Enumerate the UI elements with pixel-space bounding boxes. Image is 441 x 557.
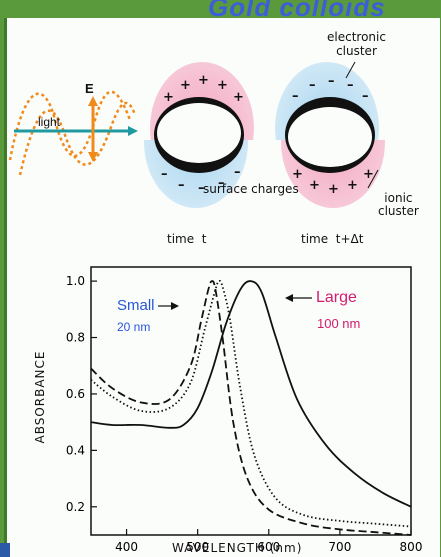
y-ticks: 0.2 0.4 0.6 0.8 1.0 xyxy=(66,274,97,514)
plus-sign: + xyxy=(328,182,339,197)
plus-sign: + xyxy=(217,78,228,93)
y-tick-label: 0.4 xyxy=(66,443,85,457)
corner-accent xyxy=(0,543,10,557)
x-tick-label: 500 xyxy=(186,540,209,554)
light-label: light xyxy=(38,115,61,129)
plus-sign: + xyxy=(163,90,174,105)
absorbance-chart: 0.2 0.4 0.6 0.8 1.0 400 500 600 700 800 xyxy=(66,266,422,554)
particle-time-t-plus-dt xyxy=(275,62,385,208)
x-tick-label: 800 xyxy=(400,540,423,554)
x-tick-label: 400 xyxy=(115,540,138,554)
particle-core-left xyxy=(157,103,241,163)
minus-sign: – xyxy=(328,74,335,89)
y-tick-label: 0.6 xyxy=(66,387,85,401)
minus-sign: – xyxy=(234,165,241,180)
electronic-pointer-line xyxy=(345,61,356,79)
plus-sign: + xyxy=(309,178,320,193)
plus-sign: + xyxy=(198,73,209,88)
minus-sign: – xyxy=(218,176,225,191)
series-line-solid xyxy=(90,280,412,508)
plus-sign: + xyxy=(363,167,374,182)
large-arrowhead xyxy=(285,294,293,302)
wave-curve-2 xyxy=(18,101,137,176)
large-label: Large xyxy=(316,289,357,306)
plus-sign: + xyxy=(292,167,303,182)
small-label: Small xyxy=(117,297,155,314)
minus-sign: – xyxy=(292,89,299,104)
minus-sign: – xyxy=(362,89,369,104)
particle-core-right xyxy=(288,107,372,167)
light-arrowhead xyxy=(128,126,138,136)
x-axis-label: WAVELENGTH (nm) xyxy=(172,541,303,555)
wave-curve-1 xyxy=(8,90,132,161)
minus-sign: – xyxy=(161,167,168,182)
y-tick-label: 1.0 xyxy=(66,274,85,288)
series-line-dashed xyxy=(90,280,412,536)
minus-sign: – xyxy=(309,78,316,93)
particle-time-t xyxy=(144,62,254,208)
slide-title: Gold colloids xyxy=(208,0,386,22)
x-tick-label: 700 xyxy=(328,540,351,554)
plus-sign: + xyxy=(347,178,358,193)
e-field-arrowhead-down xyxy=(88,152,98,162)
small-size-label: 20 nm xyxy=(117,320,151,334)
large-size-label: 100 nm xyxy=(317,316,361,331)
light-wave-illustration xyxy=(8,90,138,176)
minus-sign: – xyxy=(347,78,354,93)
plus-sign: + xyxy=(233,90,244,105)
time-t-label: time t xyxy=(167,232,207,246)
series-lines xyxy=(90,280,412,536)
ionic-pointer-line xyxy=(367,169,379,189)
charge-signs: + + + + + – – – – – – – – – – + + + + + xyxy=(161,73,374,197)
y-tick-label: 0.8 xyxy=(66,331,85,345)
x-ticks: 400 500 600 700 800 xyxy=(115,529,422,554)
series-line-dotted xyxy=(90,280,412,528)
time-t-plus-dt-label: time t+Δt xyxy=(301,232,364,246)
minus-sign: – xyxy=(198,181,205,196)
plus-sign: + xyxy=(180,78,191,93)
electronic-cluster-label: electronic cluster xyxy=(327,30,386,58)
small-arrowhead xyxy=(171,302,179,310)
plot-area xyxy=(90,266,412,536)
x-tick-label: 600 xyxy=(257,540,280,554)
ionic-cluster-label: ionic cluster xyxy=(378,191,419,218)
minus-sign: – xyxy=(178,178,185,193)
field-label: E xyxy=(85,81,94,96)
e-field-arrowhead-up xyxy=(88,96,98,106)
surface-charges-label: surface charges xyxy=(203,182,299,196)
y-axis-label: ABSORBANCE xyxy=(33,350,47,444)
y-tick-label: 0.2 xyxy=(66,500,85,514)
